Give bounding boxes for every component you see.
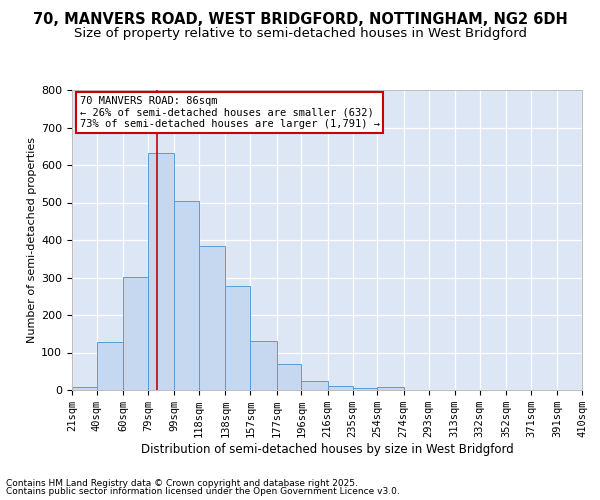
Text: Size of property relative to semi-detached houses in West Bridgford: Size of property relative to semi-detach… bbox=[74, 28, 527, 40]
Bar bbox=[72, 387, 97, 390]
Text: Contains public sector information licensed under the Open Government Licence v3: Contains public sector information licen… bbox=[6, 487, 400, 496]
Y-axis label: Number of semi-detached properties: Number of semi-detached properties bbox=[27, 137, 37, 343]
Bar bbox=[226, 286, 250, 390]
Bar bbox=[174, 202, 199, 390]
Bar bbox=[123, 277, 148, 390]
Bar bbox=[199, 246, 226, 390]
Text: 70 MANVERS ROAD: 86sqm
← 26% of semi-detached houses are smaller (632)
73% of se: 70 MANVERS ROAD: 86sqm ← 26% of semi-det… bbox=[80, 96, 380, 129]
Bar bbox=[353, 388, 377, 390]
Text: 70, MANVERS ROAD, WEST BRIDGFORD, NOTTINGHAM, NG2 6DH: 70, MANVERS ROAD, WEST BRIDGFORD, NOTTIN… bbox=[32, 12, 568, 28]
X-axis label: Distribution of semi-detached houses by size in West Bridgford: Distribution of semi-detached houses by … bbox=[140, 443, 514, 456]
Bar bbox=[328, 386, 353, 390]
Bar bbox=[148, 153, 174, 390]
Bar bbox=[377, 388, 404, 390]
Bar bbox=[277, 364, 301, 390]
Bar bbox=[250, 341, 277, 390]
Text: Contains HM Land Registry data © Crown copyright and database right 2025.: Contains HM Land Registry data © Crown c… bbox=[6, 478, 358, 488]
Bar bbox=[97, 342, 123, 390]
Bar bbox=[301, 380, 328, 390]
